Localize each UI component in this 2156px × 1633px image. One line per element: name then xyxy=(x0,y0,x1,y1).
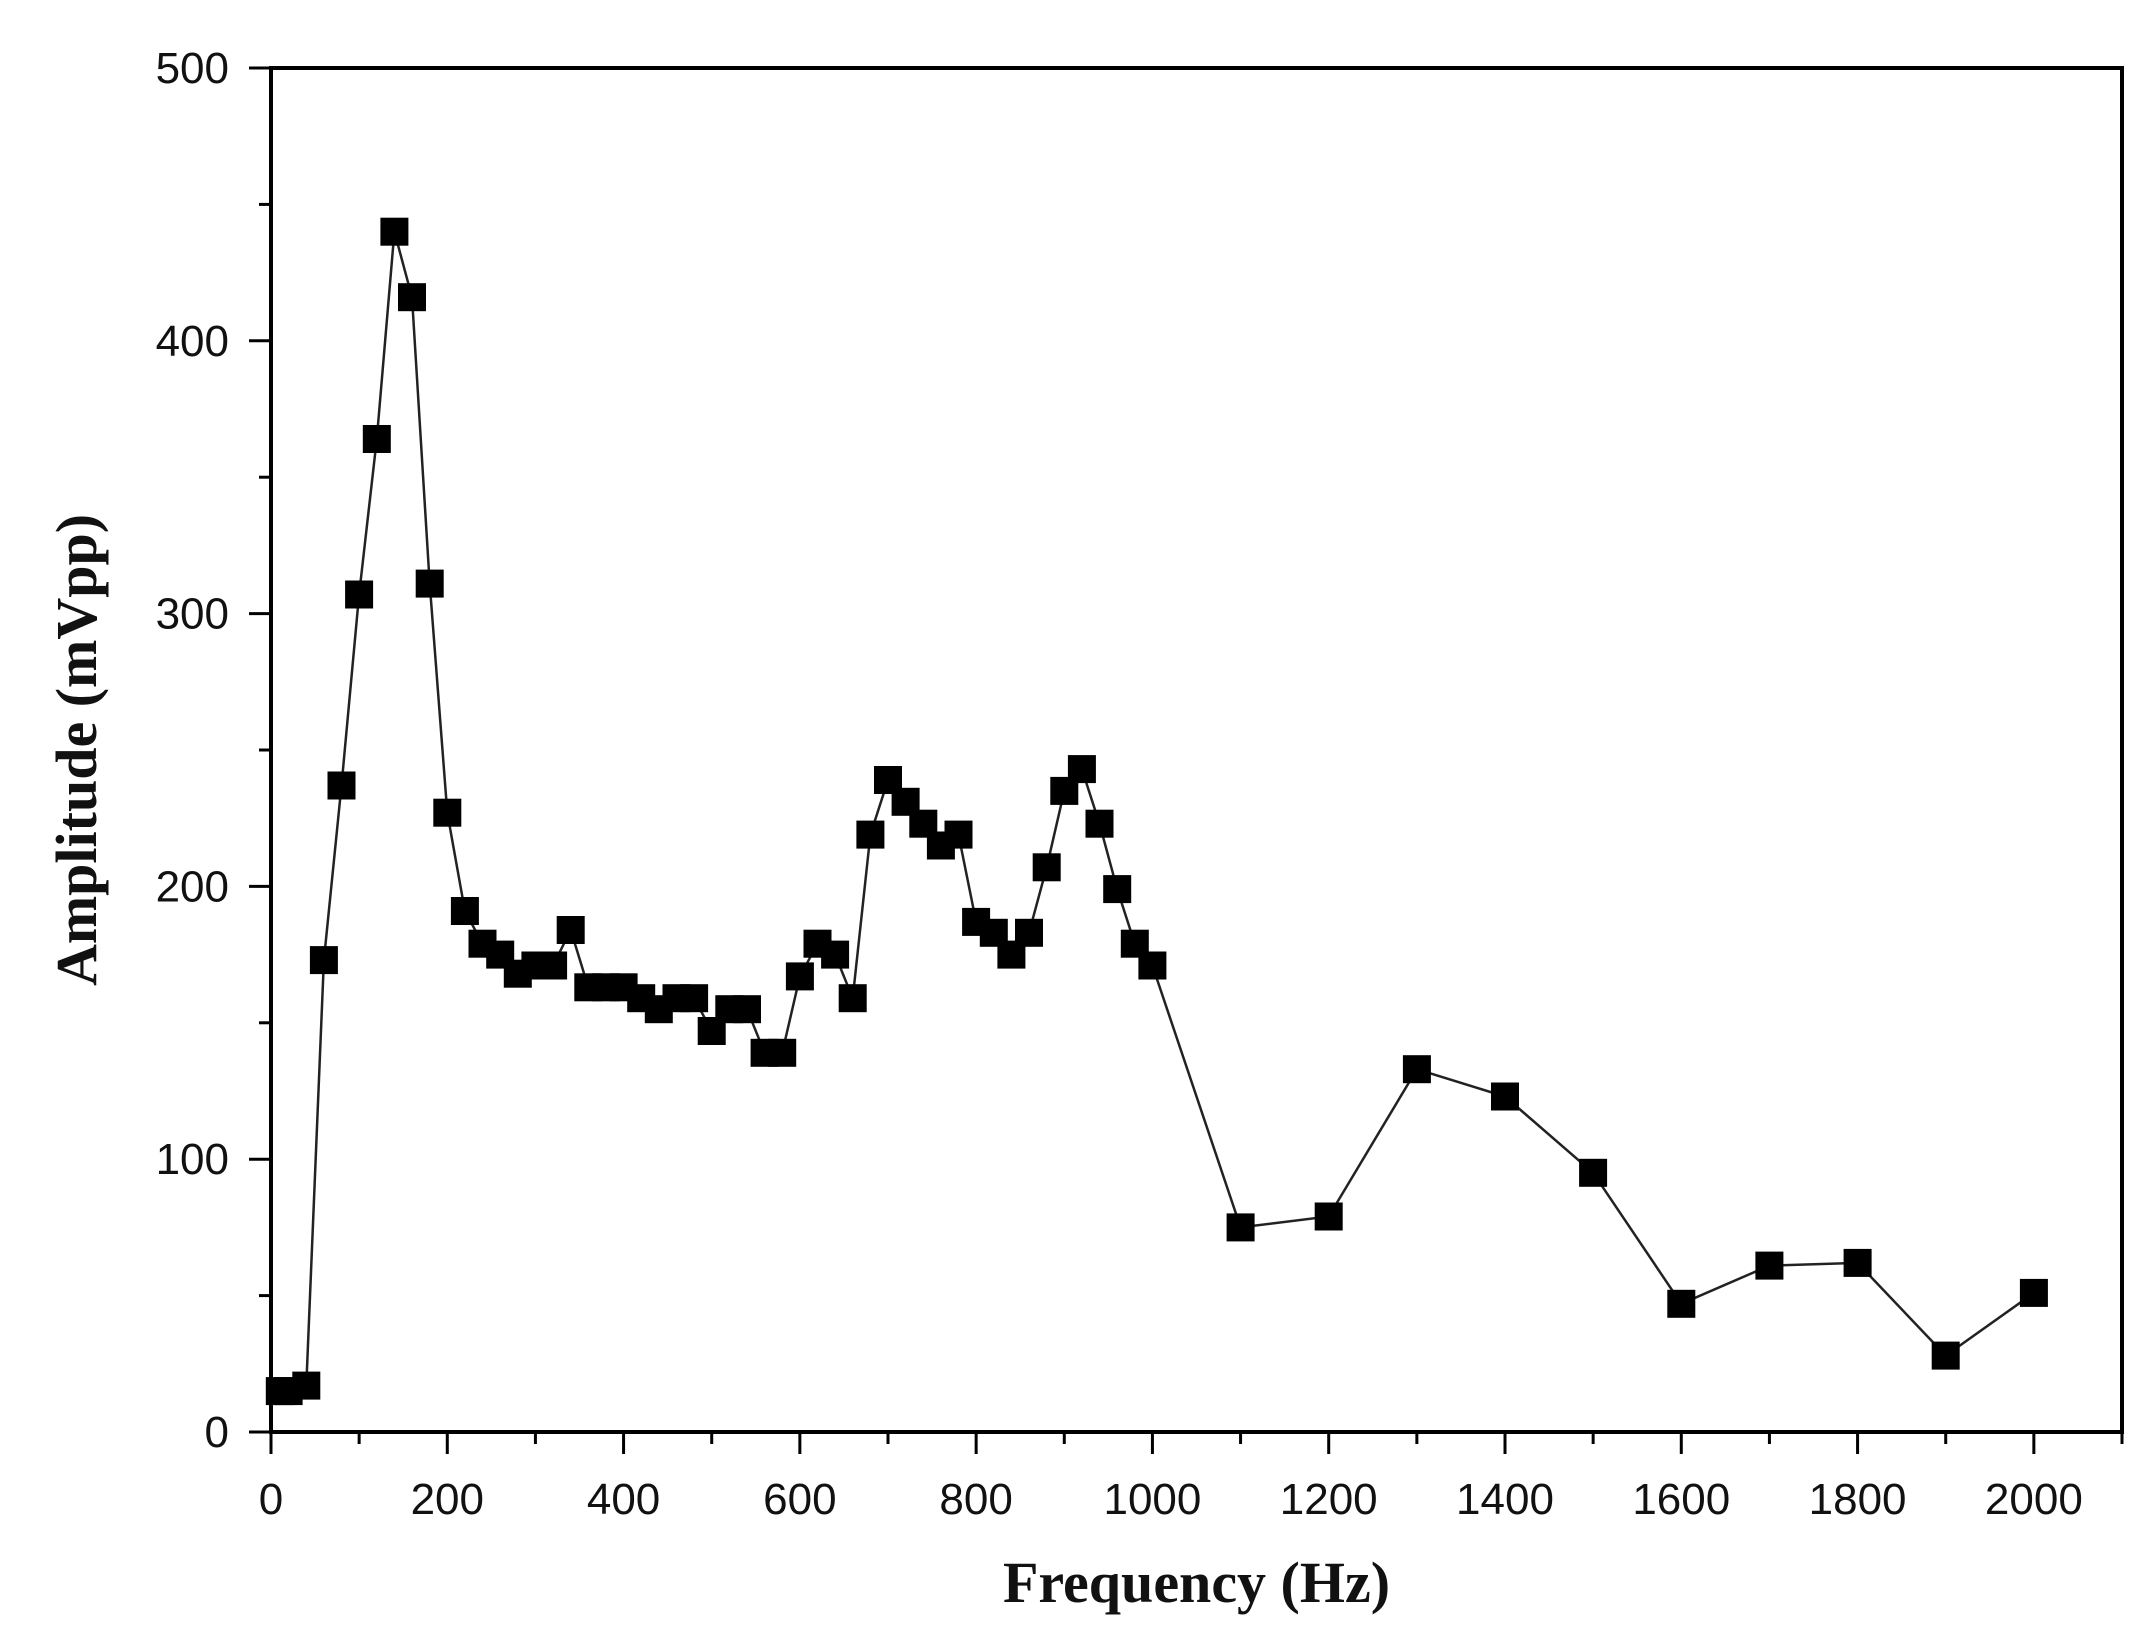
axis-ticks: 0 200 400 600 800 1000 1200 1400 1600 1800 2000 0 10… xyxy=(156,44,2124,1524)
x-tick-label: 1600 xyxy=(1632,1475,1730,1524)
x-axis-title: Frequency (Hz) xyxy=(1003,1550,1390,1615)
data-point-marker xyxy=(1015,918,1043,947)
data-point-marker xyxy=(1843,1248,1872,1277)
x-tick-label: 1000 xyxy=(1103,1475,1201,1524)
data-point-marker xyxy=(450,897,479,925)
y-tick-label: 200 xyxy=(156,862,229,911)
data-point-marker xyxy=(856,820,885,849)
data-point-marker xyxy=(1314,1202,1343,1231)
data-point-marker xyxy=(733,995,761,1024)
data-point-marker xyxy=(838,984,867,1013)
data-point-marker xyxy=(2019,1278,2048,1307)
x-tick-label: 2000 xyxy=(1985,1475,2083,1524)
x-tick-label: 600 xyxy=(763,1475,836,1524)
data-point-marker xyxy=(380,217,409,246)
data-point-marker xyxy=(556,916,585,944)
data-point-marker xyxy=(362,425,391,453)
data-point-marker xyxy=(1085,809,1114,838)
y-tick-label: 100 xyxy=(156,1135,229,1184)
x-tick-label: 0 xyxy=(259,1475,283,1524)
data-point-marker xyxy=(292,1371,321,1400)
data-point-marker xyxy=(1103,875,1132,904)
data-point-marker xyxy=(1931,1341,1960,1370)
y-tick-label: 0 xyxy=(205,1408,229,1457)
data-point-marker xyxy=(785,962,814,991)
data-point-marker xyxy=(1067,755,1096,784)
data-point-marker xyxy=(944,820,973,849)
x-tick-label: 800 xyxy=(939,1475,1012,1524)
data-point-marker xyxy=(1032,853,1061,882)
x-tick-label: 1800 xyxy=(1809,1475,1907,1524)
data-series xyxy=(265,217,2048,1406)
data-point-marker xyxy=(768,1038,797,1067)
x-tick-label: 1200 xyxy=(1280,1475,1378,1524)
y-tick-label: 400 xyxy=(156,317,229,366)
plot-frame xyxy=(269,66,2124,1434)
data-point-marker xyxy=(1491,1082,1519,1111)
x-tick-label: 400 xyxy=(587,1475,660,1524)
data-point-marker xyxy=(1579,1158,1608,1187)
data-point-marker xyxy=(821,940,850,969)
data-point-marker xyxy=(327,771,356,800)
data-point-marker xyxy=(345,580,374,609)
data-point-marker xyxy=(398,283,426,312)
data-point-marker xyxy=(309,946,338,975)
data-point-marker xyxy=(1226,1213,1255,1242)
y-tick-label: 300 xyxy=(156,590,229,639)
y-axis-title: Amplitude (mVpp) xyxy=(44,514,109,986)
x-tick-label: 200 xyxy=(411,1475,484,1524)
data-point-marker xyxy=(1667,1289,1696,1318)
y-tick-label: 500 xyxy=(156,44,229,93)
data-point-marker xyxy=(1402,1055,1431,1084)
data-point-marker xyxy=(433,798,462,827)
data-point-marker xyxy=(1138,951,1167,980)
x-tick-label: 1400 xyxy=(1456,1475,1554,1524)
data-point-marker xyxy=(680,984,709,1013)
data-point-marker xyxy=(415,569,444,598)
data-point-marker xyxy=(539,951,568,980)
data-point-marker xyxy=(1755,1251,1784,1280)
